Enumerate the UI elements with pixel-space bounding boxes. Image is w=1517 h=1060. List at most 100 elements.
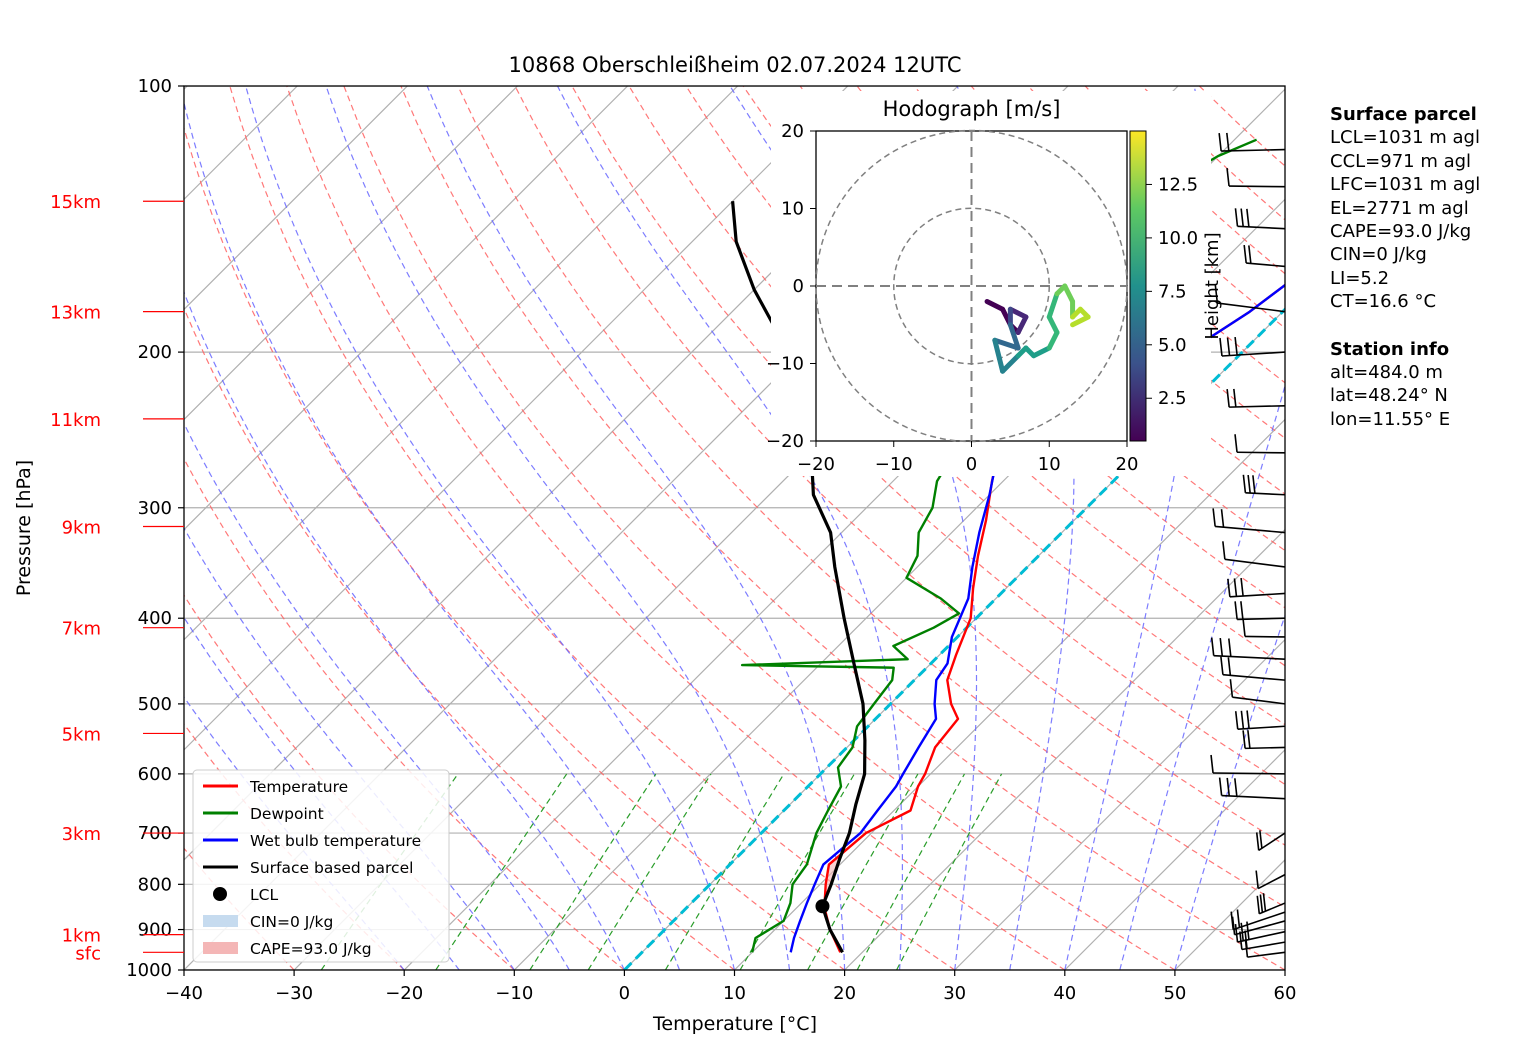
hodograph-title: Hodograph [m/s] [883, 97, 1061, 121]
hodo-x-tick-label: −20 [797, 454, 835, 475]
barb-flag [1235, 778, 1237, 796]
barb-flag [1211, 755, 1213, 773]
surface-line: CAPE=93.0 J/kg [1330, 220, 1480, 243]
barb-flag [1229, 638, 1231, 656]
x-tick-label: −30 [275, 983, 313, 1004]
barb-flag [1243, 730, 1245, 748]
legend-swatch [203, 942, 238, 954]
barb-flag [1260, 895, 1262, 913]
x-tick-label: −20 [385, 983, 423, 1004]
hodo-x-tick-label: 20 [1116, 454, 1139, 475]
y-tick-label: 200 [138, 342, 172, 363]
barb-flag [1227, 389, 1229, 407]
x-tick-label: −40 [165, 983, 203, 1004]
barb-flag [1228, 657, 1230, 675]
barb-flag [1213, 508, 1215, 526]
barb-staff [1222, 796, 1285, 799]
height-label: 5km [62, 724, 101, 745]
legend-label: Wet bulb temperature [250, 832, 421, 850]
x-axis-label: Temperature [°C] [652, 1013, 817, 1035]
info-panel: Surface parcel LCL=1031 m agl CCL=971 m … [1330, 103, 1480, 431]
legend-swatch [213, 887, 227, 901]
barb-flag [1221, 657, 1223, 675]
barb-flag [1241, 209, 1243, 227]
barb-flag [1241, 711, 1243, 729]
y-tick-label: 800 [138, 874, 172, 895]
barb-flag [1236, 924, 1238, 942]
colorbar-label: Height [km] [1202, 232, 1223, 339]
barb-staff [1229, 186, 1285, 187]
height-label: 13km [50, 303, 101, 324]
barb-flag [1236, 711, 1238, 729]
hodo-y-tick-label: 10 [781, 199, 804, 220]
barb-flag [1234, 578, 1236, 596]
mixing-ratio-line [530, 774, 656, 970]
barb-staff [1246, 263, 1285, 266]
station-line: lon=11.55° E [1330, 408, 1480, 431]
barb-flag [1243, 618, 1245, 636]
surface-line: LCL=1031 m agl [1330, 126, 1480, 149]
surface-line: CCL=971 m agl [1330, 150, 1480, 173]
barb-flag [1253, 475, 1255, 493]
lcl-marker [815, 899, 829, 913]
barb-flag [1220, 638, 1222, 656]
barb-flag [1235, 601, 1237, 619]
barb-flag [1227, 133, 1229, 151]
hodo-x-tick-label: 10 [1038, 454, 1061, 475]
barb-flag [1235, 208, 1237, 226]
y-axis-label: Pressure [hPa] [13, 460, 35, 596]
barb-staff [1233, 912, 1285, 930]
surface-line: EL=2771 m agl [1330, 197, 1480, 220]
legend-label: LCL [250, 886, 278, 904]
legend-label: Surface based parcel [250, 859, 413, 877]
legend-swatch [203, 915, 238, 927]
colorbar-tick-label: 5.0 [1158, 335, 1187, 356]
y-tick-label: 1000 [126, 960, 172, 981]
barb-flag [1241, 578, 1243, 596]
y-tick-label: 600 [138, 764, 172, 785]
barb-flag [1223, 541, 1225, 559]
barb-staff [1247, 952, 1285, 957]
barb-flag [1248, 475, 1250, 493]
surface-line: LI=5.2 [1330, 267, 1480, 290]
barb-flag [1231, 912, 1233, 930]
station-info-title: Station info [1330, 338, 1480, 361]
y-tick-label: 400 [138, 608, 172, 629]
surface-parcel-title: Surface parcel [1330, 103, 1480, 126]
y-tick-label: 500 [138, 694, 172, 715]
barb-staff [1229, 406, 1285, 407]
y-tick-label: 300 [138, 498, 172, 519]
x-tick-label: 50 [1163, 983, 1186, 1004]
barb-staff [1259, 833, 1285, 850]
hodo-y-tick-label: 0 [793, 276, 804, 297]
barb-flag [1247, 209, 1249, 227]
x-tick-label: 30 [943, 983, 966, 1004]
barb-flag [1227, 168, 1229, 186]
x-tick-label: 40 [1053, 983, 1076, 1004]
legend-label: CAPE=93.0 J/kg [250, 940, 372, 958]
barb-flag [1220, 338, 1222, 356]
barb-staff [1242, 942, 1285, 949]
y-tick-label: 100 [138, 76, 172, 97]
barb-flag [1247, 710, 1249, 728]
barb-staff [1213, 773, 1285, 774]
mixing-ratio-line [436, 774, 567, 970]
barb-flag [1244, 245, 1246, 263]
barb-staff [1245, 747, 1285, 748]
legend-label: Dewpoint [250, 805, 324, 823]
barb-flag [1228, 338, 1230, 356]
barb-flag [1219, 133, 1221, 151]
barb-flag [1263, 893, 1265, 911]
height-label: 7km [62, 619, 101, 640]
mixing-ratio-line [665, 774, 784, 970]
barb-flag [1228, 579, 1230, 597]
hodo-y-tick-label: −10 [766, 354, 804, 375]
barb-flag [1257, 832, 1259, 850]
barb-staff [1215, 526, 1285, 532]
y-tick-label: 900 [138, 920, 172, 941]
height-label: 3km [62, 824, 101, 845]
